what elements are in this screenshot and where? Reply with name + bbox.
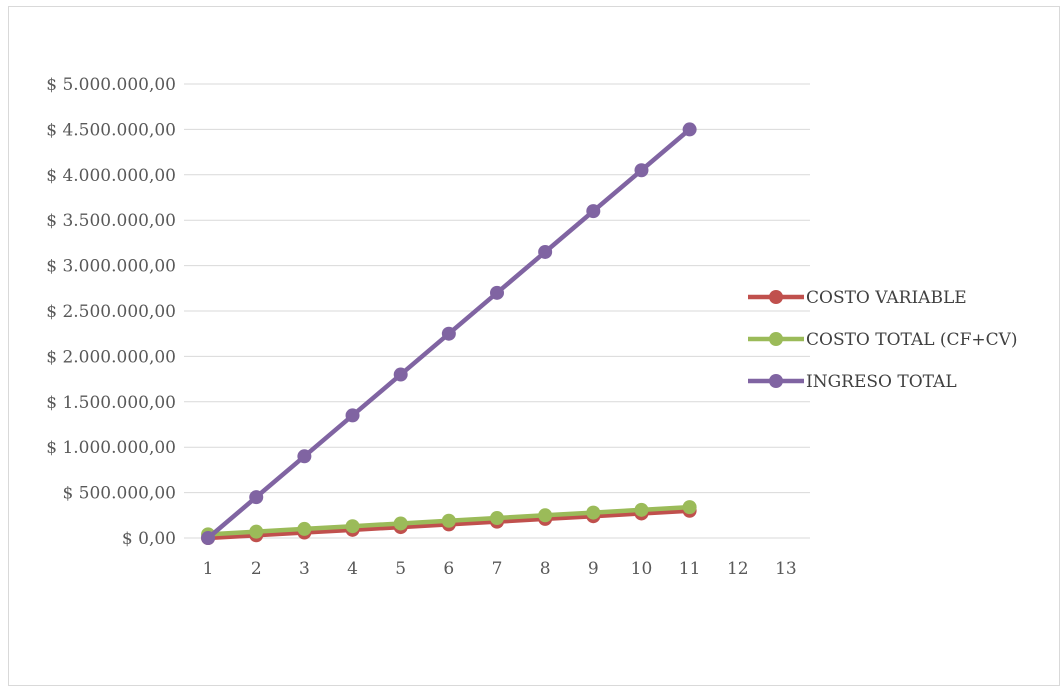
data-point <box>393 367 408 382</box>
data-point <box>586 505 601 520</box>
data-point <box>249 490 264 505</box>
data-point <box>441 326 456 341</box>
data-point <box>490 285 504 300</box>
x-tick-label: 2 <box>251 559 262 579</box>
x-tick-label: 12 <box>727 559 749 579</box>
x-tick-label: 3 <box>299 559 310 579</box>
data-point <box>441 513 456 528</box>
data-point <box>538 244 553 259</box>
y-tick-label: $ 3.000.000,00 <box>46 257 176 277</box>
data-point <box>586 204 601 219</box>
y-tick-label: $ 2.500.000,00 <box>46 302 176 322</box>
x-tick-label: 9 <box>588 559 599 579</box>
data-point <box>297 521 312 536</box>
series-1 <box>201 500 697 542</box>
data-point <box>345 519 360 534</box>
data-point <box>249 524 264 539</box>
x-tick-label: 7 <box>492 559 503 579</box>
data-point <box>634 163 649 178</box>
gridlines <box>184 83 810 539</box>
data-point <box>634 502 649 517</box>
y-tick-label: $ 1.000.000,00 <box>46 438 176 458</box>
y-tick-label: $ 0,00 <box>122 529 176 549</box>
y-tick-label: $ 2.000.000,00 <box>46 347 176 367</box>
x-tick-label: 6 <box>443 559 454 579</box>
x-tick-label: 5 <box>395 559 406 579</box>
series-layer <box>201 122 697 545</box>
legend-swatch-marker <box>769 332 783 346</box>
legend-label: COSTO TOTAL (CF+CV) <box>806 330 1018 350</box>
data-point <box>490 511 504 526</box>
legend-swatch-marker <box>769 290 783 304</box>
data-point <box>201 531 216 545</box>
x-tick-label: 11 <box>679 559 701 579</box>
legend-item: INGRESO TOTAL <box>748 372 957 392</box>
legend-label: COSTO VARIABLE <box>806 288 967 308</box>
data-point <box>538 508 553 523</box>
x-tick-label: 13 <box>775 559 797 579</box>
y-tick-label: $ 4.500.000,00 <box>46 120 176 140</box>
series-2 <box>201 122 697 545</box>
legend-swatch-marker <box>769 374 783 388</box>
y-axis-ticks: $ 0,00 $ 500.000,00 $ 1.000.000,00 $ 1.500.… <box>46 75 176 549</box>
legend-item: COSTO VARIABLE <box>748 288 967 308</box>
legend-item: COSTO TOTAL (CF+CV) <box>748 330 1018 350</box>
legend: COSTO VARIABLE COSTO TOTAL (CF+CV) INGRESO… <box>748 288 1018 392</box>
y-tick-label: $ 4.000.000,00 <box>46 166 176 186</box>
legend-label: INGRESO TOTAL <box>806 372 957 392</box>
data-point <box>682 122 697 137</box>
data-point <box>345 408 360 423</box>
data-point <box>393 516 408 531</box>
x-axis-ticks: 1 2 3 4 5 6 7 8 9 10 11 12 13 <box>203 559 797 579</box>
data-point <box>682 500 697 515</box>
x-tick-label: 1 <box>203 559 214 579</box>
y-tick-label: $ 5.000.000,00 <box>46 75 176 95</box>
y-tick-label: $ 3.500.000,00 <box>46 211 176 231</box>
y-tick-label: $ 1.500.000,00 <box>46 393 176 413</box>
x-tick-label: 4 <box>347 559 358 579</box>
x-tick-label: 8 <box>540 559 551 579</box>
data-point <box>297 449 312 464</box>
y-tick-label: $ 500.000,00 <box>62 484 176 504</box>
x-tick-label: 10 <box>631 559 653 579</box>
